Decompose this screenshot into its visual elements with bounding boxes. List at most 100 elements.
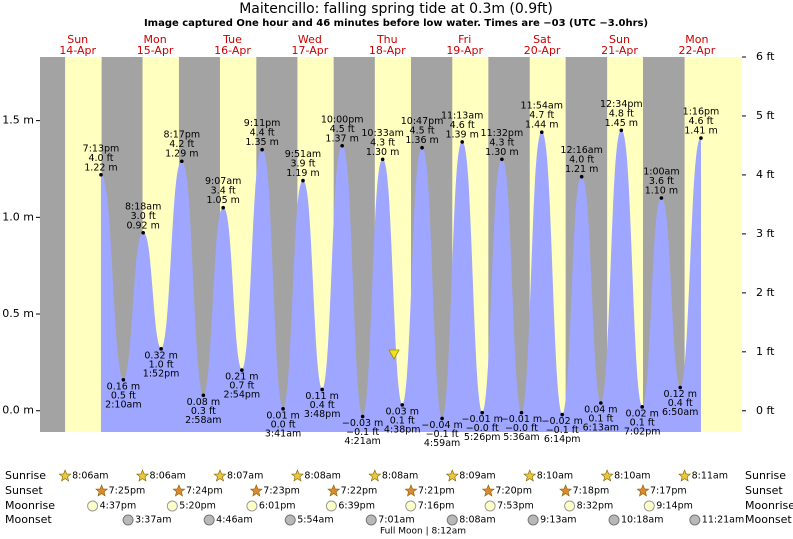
tide-time: 5:26pm <box>464 432 501 443</box>
tide-m: 1.10 m <box>645 185 678 196</box>
tide-ft: 3.4 ft <box>211 186 236 197</box>
tide-time: 11:32pm <box>481 128 524 139</box>
sunrise-time: 8:06am <box>72 471 108 482</box>
tide-ft: 3.0 ft <box>131 211 156 222</box>
tide-time: 4:21am <box>344 436 380 447</box>
tide-ft: 4.5 ft <box>330 124 355 135</box>
sun-icon <box>95 484 109 497</box>
moonrise-icon <box>246 500 258 512</box>
tide-point <box>659 196 664 200</box>
moon-phase: Full Moon | 8:12am <box>380 527 466 537</box>
tide-ft: 4.3 ft <box>489 137 514 148</box>
day-date: 16-Apr <box>214 44 251 57</box>
moonset-time: 11:21am <box>702 515 744 526</box>
tide-point <box>400 403 405 407</box>
moonset-icon <box>608 514 620 526</box>
moonrise-icon <box>405 500 417 512</box>
moonset-time: 5:54am <box>297 515 333 526</box>
sun-icon <box>600 469 614 482</box>
tide-time: 8:17pm <box>164 130 201 141</box>
tide-point <box>560 412 565 417</box>
sun-icon <box>523 469 537 482</box>
tide-ft: −0.1 ft <box>426 429 459 440</box>
day-date: 17-Apr <box>292 44 329 57</box>
tide-time: 3:48pm <box>304 409 341 420</box>
tide-m: 1.21 m <box>565 164 598 175</box>
day-date: 15-Apr <box>137 44 174 57</box>
tide-point <box>260 147 264 152</box>
moonset-time: 3:37am <box>135 515 171 526</box>
tide-ft: 0.1 ft <box>390 415 415 426</box>
tide-m: 0.32 m <box>144 350 177 361</box>
water-area <box>100 130 701 432</box>
tide-m: 1.41 m <box>684 126 717 137</box>
tide-point <box>500 157 504 162</box>
sunset-time: 7:21pm <box>418 486 455 497</box>
tide-time: 1:00am <box>643 166 679 177</box>
tide-m: −0.01 m <box>462 414 503 425</box>
tide-m: 1.19 m <box>286 168 319 179</box>
tide-ft: 0.4 ft <box>310 400 335 411</box>
moonset-icon <box>446 514 458 526</box>
tide-ft: 4.5 ft <box>410 126 435 137</box>
y2-tick-label: 5 ft <box>756 109 775 122</box>
tide-curve <box>100 129 702 419</box>
y-tick-label: 0.0 m <box>2 404 34 417</box>
day-name: Mon <box>143 33 166 46</box>
tide-ft: 0.1 ft <box>630 417 655 428</box>
moonset-icon <box>284 514 296 526</box>
tide-ft: −0.0 ft <box>505 423 538 434</box>
tide-m: 1.37 m <box>325 133 358 144</box>
tide-time: 8:18am <box>125 201 161 212</box>
tide-ft: 3.6 ft <box>649 176 674 187</box>
tide-m: 1.35 m <box>245 137 278 148</box>
tide-m: 1.45 m <box>605 118 638 129</box>
tide-ft: 4.6 ft <box>450 120 475 131</box>
tide-m: 0.16 m <box>107 381 140 392</box>
moonrise-icon <box>166 500 178 512</box>
tide-m: −0.01 m <box>501 414 542 425</box>
sunset-time: 7:25pm <box>109 486 146 497</box>
tide-point <box>221 205 226 210</box>
tide-point <box>699 136 703 140</box>
tide-m: 1.36 m <box>405 135 438 146</box>
sunrise-time: 8:08am <box>382 471 418 482</box>
tide-time: 3:41am <box>265 428 301 439</box>
chart-subtitle: Image captured One hour and 46 minutes b… <box>144 18 648 29</box>
tide-ft: 3.9 ft <box>290 159 315 170</box>
tide-ft: 4.2 ft <box>169 139 194 150</box>
moonset-icon <box>689 514 701 526</box>
tide-time: 7:13pm <box>83 143 120 154</box>
tide-ft: 0.3 ft <box>191 406 216 417</box>
moonrise-icon <box>643 500 655 512</box>
sun-icon <box>213 469 227 482</box>
tide-ft: 4.7 ft <box>529 110 554 121</box>
tide-m: 1.05 m <box>206 195 239 206</box>
tide-time: 6:13am <box>583 422 619 433</box>
sun-icon <box>172 484 186 497</box>
tide-m: 1.22 m <box>84 162 117 173</box>
tide-point <box>380 157 385 162</box>
day-name: Thu <box>376 33 398 46</box>
moonrise-time: 8:32pm <box>577 501 614 512</box>
tide-time: 2:58am <box>185 415 221 426</box>
tide-point <box>121 377 126 382</box>
tide-ft: 0.4 ft <box>668 398 693 409</box>
tide-time: 7:02pm <box>624 426 661 437</box>
sunrise-time: 8:11am <box>692 471 728 482</box>
tide-ft: 0.7 ft <box>229 381 254 392</box>
moonset-time: 8:08am <box>459 515 495 526</box>
sunset-time: 7:23pm <box>263 486 300 497</box>
tide-ft: −0.0 ft <box>466 423 499 434</box>
row-label: Moonset <box>5 513 52 526</box>
tide-point <box>240 368 244 372</box>
tide-m: 0.02 m <box>625 408 658 419</box>
tide-m: −0.04 m <box>421 420 462 431</box>
moonset-icon <box>203 514 215 526</box>
tide-ft: 4.3 ft <box>370 137 395 148</box>
tide-time: 6:50am <box>662 407 698 418</box>
tide-point <box>599 401 603 405</box>
sun-icon <box>445 469 459 482</box>
tide-ft: −0.1 ft <box>346 427 379 438</box>
